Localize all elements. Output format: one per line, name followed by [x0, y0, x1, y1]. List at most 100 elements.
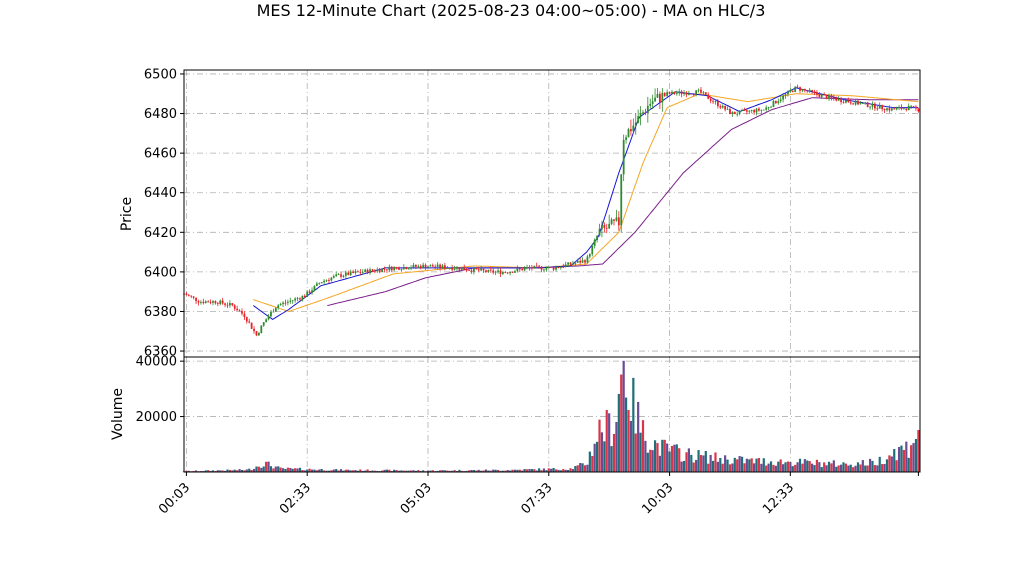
candle-body	[666, 92, 669, 96]
volume-bar	[803, 459, 806, 472]
volume-bar	[359, 469, 362, 472]
candle-body	[528, 267, 531, 269]
candle-body	[323, 280, 326, 283]
candle-body	[514, 271, 516, 273]
candle-body	[224, 303, 226, 305]
volume-bar	[265, 461, 268, 472]
volume-bar	[356, 470, 360, 472]
volume-bar	[438, 470, 442, 472]
volume-bar	[690, 454, 693, 472]
chart-title: MES 12-Minute Chart (2025-08-23 04:00~05…	[257, 1, 766, 20]
candle-body	[613, 219, 615, 221]
price-y-tick-label: 6440	[144, 186, 177, 201]
volume-bar	[900, 445, 903, 472]
candle-body	[569, 262, 572, 265]
volume-bar	[588, 451, 591, 472]
volume-bar	[810, 463, 814, 472]
candle-body	[697, 89, 700, 91]
volume-bar	[209, 470, 212, 472]
candle-body	[294, 298, 297, 301]
candle-body	[772, 100, 775, 107]
volume-bar	[748, 459, 751, 472]
candle-body	[615, 217, 618, 221]
candle-body	[828, 95, 830, 99]
volume-bar	[400, 470, 403, 472]
candle-body	[895, 108, 898, 110]
candle-body	[511, 271, 514, 273]
volume-bar	[221, 470, 224, 472]
candle-body	[704, 92, 707, 95]
candle-body	[185, 293, 188, 296]
candle-body	[745, 110, 748, 112]
candle-body	[741, 110, 743, 111]
candle-body	[581, 260, 584, 263]
volume-bar	[668, 451, 671, 472]
volume-bar	[593, 443, 596, 472]
volume-bar	[325, 470, 328, 472]
volume-bar	[327, 470, 331, 472]
candle-body	[207, 301, 210, 303]
candle-body	[463, 267, 466, 270]
volume-bar	[697, 450, 700, 472]
candle-body	[649, 103, 652, 106]
candle-body	[830, 95, 833, 98]
candle-body	[579, 260, 582, 263]
price-y-tick-label: 6360	[144, 345, 177, 360]
candle-body	[499, 270, 502, 274]
candle-body	[398, 267, 400, 270]
candle-body	[750, 110, 753, 111]
volume-bar	[760, 463, 763, 472]
ma-slow-line	[327, 97, 919, 306]
volume-bar	[538, 468, 541, 472]
candle-body	[591, 245, 594, 255]
candle-body	[637, 116, 640, 123]
volume-y-tick-label: 20000	[136, 410, 177, 425]
candle-body	[257, 333, 260, 336]
volume-bar	[238, 469, 241, 472]
candle-body	[446, 267, 449, 269]
volume-bar	[337, 470, 340, 472]
volume-bar	[598, 419, 601, 472]
candle-body	[361, 271, 364, 273]
price-panel-frame	[183, 69, 921, 358]
volume-bar	[460, 470, 463, 472]
volume-bar	[308, 468, 311, 472]
candle-body	[419, 265, 422, 268]
candle-body	[572, 263, 574, 265]
candle-body	[187, 295, 190, 296]
volume-bar	[422, 470, 425, 472]
volume-bar	[649, 449, 652, 472]
candle-body	[535, 265, 538, 267]
volume-bar	[711, 460, 715, 472]
candle-body	[415, 264, 417, 267]
volume-bar	[571, 469, 575, 472]
volume-bar	[451, 470, 454, 472]
candle-body	[538, 265, 541, 267]
volume-bar	[223, 470, 227, 472]
volume-bar	[557, 469, 560, 472]
volume-bar	[402, 470, 405, 472]
candle-body	[253, 328, 255, 332]
volume-bar	[639, 432, 642, 472]
candle-body	[832, 97, 835, 99]
candle-body	[721, 105, 724, 108]
volume-bar	[192, 470, 195, 472]
candle-body	[675, 93, 678, 95]
volume-bar	[709, 454, 712, 472]
volume-bar	[808, 461, 811, 472]
candle-body	[233, 305, 236, 309]
volume-bar	[782, 464, 785, 472]
volume-bar	[796, 462, 799, 472]
candle-body	[337, 274, 340, 276]
candle-body	[472, 267, 475, 272]
volume-bar	[586, 464, 589, 472]
candle-body	[883, 109, 886, 111]
volume-bar	[436, 470, 439, 472]
volume-bar	[658, 455, 662, 472]
candle-body	[526, 267, 528, 269]
volume-bar	[789, 462, 792, 472]
volume-bar	[854, 465, 857, 472]
volume-bar	[825, 465, 828, 472]
volume-bar	[569, 468, 572, 472]
candle-body	[634, 122, 637, 126]
